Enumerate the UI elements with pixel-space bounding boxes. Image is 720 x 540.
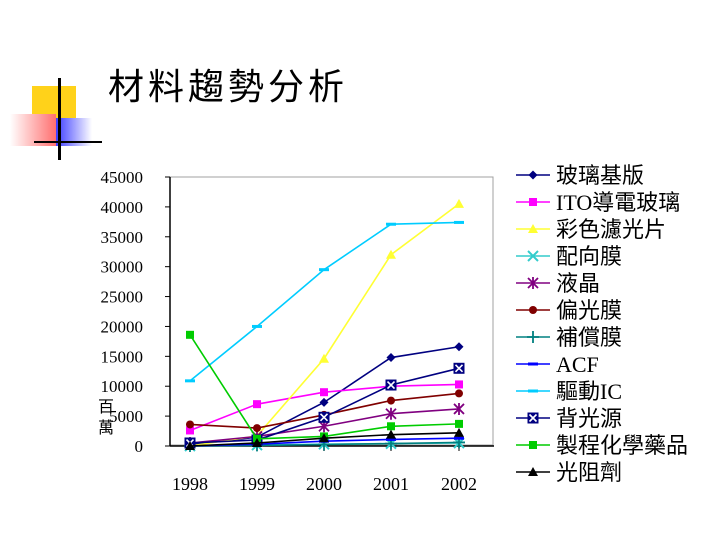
legend-label: ITO導電玻璃 <box>556 190 680 215</box>
data-point <box>386 437 396 441</box>
data-point <box>319 433 329 443</box>
x-tick-label: 1999 <box>239 474 275 494</box>
legend-item: 製程化學藥品 <box>516 433 688 458</box>
data-point <box>385 407 397 420</box>
legend-item: ITO導電玻璃 <box>516 190 680 215</box>
legend-marker <box>529 198 537 206</box>
legend-label: 彩色濾光片 <box>556 217 666 242</box>
legend-marker <box>527 277 539 289</box>
data-point <box>253 424 261 433</box>
data-point <box>318 411 330 423</box>
x-tick-label: 2002 <box>441 474 477 494</box>
legend-item: 驅動IC <box>516 379 622 404</box>
data-point <box>454 342 464 352</box>
legend-item: 光阻劑 <box>516 460 622 485</box>
y-tick-label: 0 <box>135 437 144 456</box>
data-point <box>455 419 463 428</box>
y-tick-label: 45000 <box>101 168 144 187</box>
legend-marker <box>528 170 538 180</box>
data-point <box>385 379 397 391</box>
data-point <box>252 438 262 448</box>
y-tick-label: 15000 <box>101 347 144 366</box>
data-point <box>253 400 261 409</box>
legend-label: 製程化學藥品 <box>556 433 688 458</box>
data-point <box>319 397 329 407</box>
x-tick-label: 2000 <box>306 474 342 494</box>
y-tick-label: 10000 <box>101 377 144 396</box>
data-point <box>185 441 195 450</box>
legend-marker <box>528 467 538 476</box>
legend-item: 配向膜 <box>516 244 622 269</box>
data-point <box>319 268 329 272</box>
legend-label: 配向膜 <box>556 244 622 269</box>
legend-label: ACF <box>556 352 599 377</box>
data-point <box>386 222 396 226</box>
legend-item: 彩色濾光片 <box>516 217 666 242</box>
series-9 <box>185 220 464 383</box>
data-point <box>186 426 194 435</box>
y-tick-label: 30000 <box>101 258 144 277</box>
legend-label: 偏光膜 <box>556 298 622 323</box>
legend-marker <box>527 331 539 343</box>
data-point <box>320 388 328 397</box>
y-tick-label: 40000 <box>101 198 144 217</box>
legend-item: 液晶 <box>516 271 600 296</box>
decor-horizontal-line <box>34 141 102 143</box>
legend-item: 補償膜 <box>516 325 622 350</box>
chart-legend: 玻璃基版ITO導電玻璃彩色濾光片配向膜液晶偏光膜補償膜ACF驅動IC背光源製程化… <box>516 163 688 485</box>
data-point <box>186 330 194 339</box>
data-point <box>319 353 329 363</box>
legend-marker <box>528 389 538 393</box>
data-point <box>386 353 396 363</box>
data-point <box>455 380 463 389</box>
legend-marker <box>529 306 537 314</box>
data-point <box>453 362 465 374</box>
series-12 <box>185 427 464 450</box>
legend-label: 補償膜 <box>556 325 622 350</box>
plot-area <box>169 176 494 446</box>
data-point <box>453 402 465 415</box>
y-tick-label: 25000 <box>101 288 144 307</box>
data-point <box>185 379 195 383</box>
legend-marker <box>528 224 538 233</box>
legend-item: 背光源 <box>516 406 622 431</box>
data-point <box>186 420 194 429</box>
decor-vertical-line <box>58 78 61 160</box>
y-tick-label: 5000 <box>109 407 143 426</box>
page-title: 材料趨勢分析 <box>108 67 349 108</box>
x-axis-ticks: 1998 1999 2000 2001 2002 <box>172 446 477 494</box>
legend-label: 背光源 <box>556 406 622 431</box>
data-point <box>252 324 262 328</box>
legend-item: 偏光膜 <box>516 298 622 323</box>
chart-series <box>184 198 465 452</box>
legend-label: 光阻劑 <box>556 460 622 485</box>
x-tick-label: 1998 <box>172 474 208 494</box>
legend-marker <box>527 250 539 262</box>
y-axis-unit-label: 百萬 <box>98 397 115 437</box>
y-tick-label: 20000 <box>101 317 144 336</box>
decor-pink-bar <box>10 114 56 146</box>
data-point <box>454 220 464 224</box>
legend-item: ACF <box>516 352 599 377</box>
x-tick-label: 2001 <box>373 474 409 494</box>
data-point <box>454 427 464 437</box>
legend-marker <box>528 362 538 366</box>
legend-marker <box>529 441 537 449</box>
data-point <box>386 429 396 439</box>
data-point <box>387 422 395 431</box>
data-point <box>454 198 464 208</box>
legend-label: 液晶 <box>556 271 600 296</box>
y-axis-ticks: 0 5000 10000 15000 20000 25000 30000 35000 40000… <box>101 168 170 456</box>
data-point <box>454 436 464 440</box>
y-tick-label: 35000 <box>101 228 144 247</box>
legend-label: 驅動IC <box>556 379 622 404</box>
legend-item: 玻璃基版 <box>516 163 644 188</box>
data-point <box>386 249 396 259</box>
legend-label: 玻璃基版 <box>556 163 644 188</box>
data-point <box>387 396 395 405</box>
data-point <box>455 389 463 398</box>
legend-marker <box>527 412 539 424</box>
